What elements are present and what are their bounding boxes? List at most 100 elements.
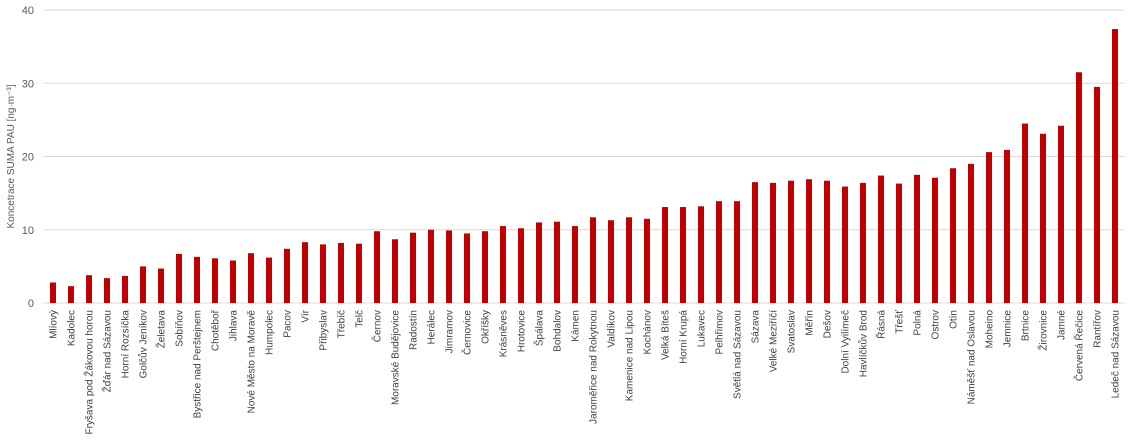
bar [860, 182, 866, 303]
category-label: Náměšť nad Oslavou [967, 310, 978, 404]
bar [140, 266, 146, 304]
category-label: Mlíový [49, 310, 60, 339]
category-label: Brtnice [1021, 310, 1032, 342]
category-label: Valdíkov [607, 310, 618, 348]
category-label: Jaroměřice nad Rokytnou [589, 310, 600, 424]
bar [806, 179, 812, 303]
category-label: Přibyslav [319, 310, 330, 351]
bar [68, 286, 74, 303]
category-label: Želetava [155, 310, 168, 349]
bar [122, 275, 128, 303]
bar [320, 244, 326, 303]
category-label: Radostín [409, 310, 420, 350]
category-label: Polná [913, 310, 924, 336]
bar [914, 174, 920, 303]
bar [248, 253, 254, 303]
y-tick-label: 40 [22, 5, 34, 17]
category-label: Bystřice nad Perštejnem [193, 310, 204, 418]
category-label: Telč [355, 310, 366, 328]
bar [950, 168, 956, 303]
bar [770, 182, 776, 303]
category-label: Pacov [283, 310, 294, 338]
bar [1040, 133, 1046, 303]
bar [1112, 29, 1118, 304]
bar [1004, 149, 1010, 303]
y-axis-label: Koncetrace SUMA PAU [ng·m⁻³] [6, 84, 17, 228]
bar [590, 217, 596, 303]
bar [50, 282, 56, 303]
bar [212, 258, 218, 303]
category-label: Herálec [427, 310, 438, 344]
category-label: Světlá nad Sázavou [733, 310, 744, 399]
category-label: Špálava [533, 310, 546, 347]
bar [302, 242, 308, 303]
bar [626, 217, 632, 303]
bar [1022, 123, 1028, 303]
y-tick-label: 10 [22, 225, 34, 237]
category-label: Ledeč nad Sázavou [1111, 310, 1122, 398]
category-label: Měřín [805, 310, 816, 336]
bar [842, 186, 848, 303]
bar [230, 260, 236, 303]
category-label: Jemnice [1003, 310, 1014, 348]
category-label: Nové Město na Moravě [247, 310, 258, 414]
category-label: Kochánov [643, 310, 654, 354]
bar [356, 243, 362, 303]
bar [536, 222, 542, 303]
bar [464, 233, 470, 303]
bar [572, 226, 578, 303]
category-label: Jihlava [229, 310, 240, 342]
category-label: Horní Krupá [679, 310, 690, 364]
bar [680, 207, 686, 303]
bar [986, 152, 992, 303]
bar [104, 278, 110, 303]
bar [968, 163, 974, 303]
category-label: Třešť [895, 310, 906, 334]
y-tick-label: 0 [28, 298, 34, 310]
bar [338, 242, 344, 303]
bar [554, 221, 560, 303]
bar [500, 226, 506, 303]
category-label: Havlíčkův Brod [858, 310, 870, 377]
bar [176, 253, 182, 303]
bar [878, 175, 884, 303]
bar [410, 232, 416, 303]
bar [518, 228, 524, 303]
bar [752, 182, 758, 303]
bar [158, 268, 164, 303]
category-label: Černovice [461, 310, 474, 355]
bar [932, 177, 938, 303]
category-label: Pelhřimov [715, 310, 726, 354]
category-label: Sázava [751, 310, 762, 344]
category-label: Krásněves [499, 310, 510, 357]
category-label: Humpolec [265, 310, 276, 355]
category-label: Červená Řečice [1073, 310, 1086, 382]
category-label: Dešov [823, 310, 834, 338]
category-label: Třebíč [337, 310, 348, 338]
category-label: Kadolec [67, 310, 78, 346]
category-label: Žďár nad Sázavou [101, 310, 114, 392]
category-label: Golčův Jeníkov [138, 310, 150, 378]
bar [428, 229, 434, 303]
bar [446, 230, 452, 303]
bar [716, 201, 722, 303]
bar [698, 206, 704, 303]
y-tick-label: 20 [22, 152, 34, 164]
category-label: Chotěboř [211, 309, 222, 351]
category-label: Velká Bíteš [661, 310, 672, 360]
bar [374, 231, 380, 303]
category-label: Velké Meziříčí [769, 310, 780, 372]
category-label: Moravské Budějovice [391, 310, 402, 405]
category-label: Okříšky [481, 310, 492, 344]
bar [662, 207, 668, 303]
category-label: Sobíňov [175, 310, 186, 347]
category-label: Dolní Vyilímeč [841, 310, 852, 374]
category-label: Svatoslav [787, 310, 798, 353]
category-label: Hrotovice [517, 310, 528, 353]
bar [1058, 125, 1064, 304]
category-label: Kámen [571, 310, 582, 342]
category-label: Kamenice nad Lipou [625, 310, 636, 401]
bar [788, 180, 794, 303]
